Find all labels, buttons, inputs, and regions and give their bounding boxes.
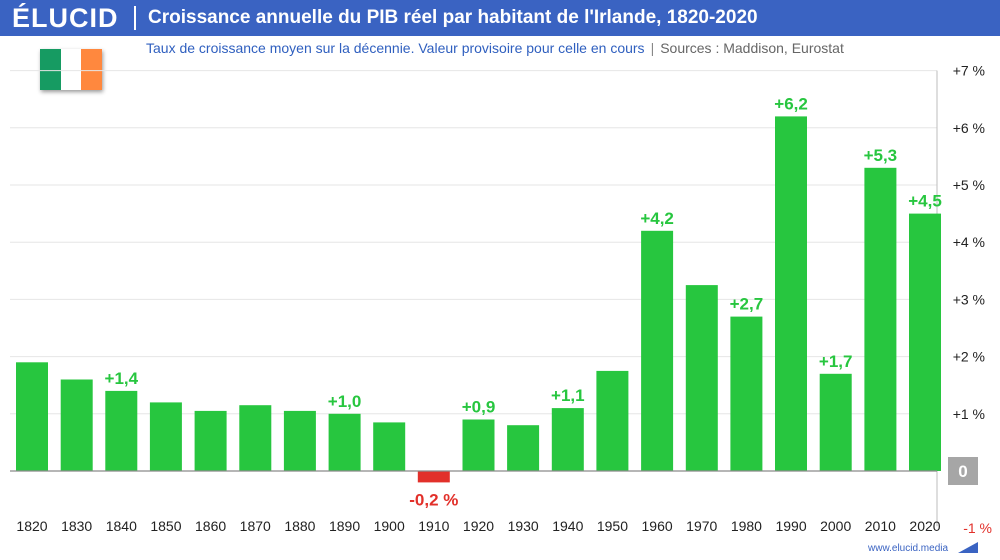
y-tick-label: +4 % xyxy=(953,234,985,250)
flag-stripe-orange xyxy=(81,49,103,90)
x-tick-label: 2020 xyxy=(909,518,940,534)
x-tick-label: 1980 xyxy=(731,518,762,534)
x-tick-label: 1970 xyxy=(686,518,717,534)
x-tick-label: 1870 xyxy=(240,518,271,534)
ireland-flag-icon xyxy=(40,49,103,90)
bar-1960 xyxy=(641,230,674,471)
data-label-1980: +2,7 xyxy=(730,295,764,314)
bar-1910 xyxy=(417,471,450,483)
chart-subtitle: Taux de croissance moyen sur la décennie… xyxy=(146,39,844,57)
x-tick-label: 1850 xyxy=(150,518,181,534)
bar-1940 xyxy=(551,408,584,471)
bar-1820 xyxy=(16,362,48,471)
x-tick-label: 1940 xyxy=(552,518,583,534)
bar-1840 xyxy=(105,390,138,471)
bar-1830 xyxy=(60,379,93,471)
x-tick-label: 1930 xyxy=(508,518,539,534)
x-tick-label: 1840 xyxy=(106,518,137,534)
chart-title: Croissance annuelle du PIB réel par habi… xyxy=(148,7,758,28)
bar-1880 xyxy=(283,410,316,471)
y-tick-label: -1 % xyxy=(963,520,992,536)
y-tick-label: +1 % xyxy=(953,406,985,422)
bar-1850 xyxy=(149,402,182,471)
elucid-logo[interactable]: ÉLUCID xyxy=(12,3,119,33)
y-tick-label: 0 xyxy=(958,462,967,481)
x-tick-label: 1820 xyxy=(16,518,47,534)
y-tick-label: +2 % xyxy=(953,349,985,365)
bar-1950 xyxy=(596,370,629,471)
header-bar: ÉLUCID Croissance annuelle du PIB réel p… xyxy=(0,0,1000,36)
x-tick-label: 2000 xyxy=(820,518,851,534)
data-label-2020: +4,5 xyxy=(908,192,942,211)
bar-1860 xyxy=(194,410,227,471)
subtitle-text: Taux de croissance moyen sur la décennie… xyxy=(146,40,645,56)
data-label-1890: +1,0 xyxy=(328,392,362,411)
footer-url[interactable]: www.elucid.media xyxy=(868,543,949,554)
bar-1890 xyxy=(328,413,361,471)
bar-1920 xyxy=(462,419,495,471)
data-label-1960: +4,2 xyxy=(640,209,674,228)
bar-2020 xyxy=(909,213,941,471)
x-tick-label: 1900 xyxy=(374,518,405,534)
y-tick-label: +6 % xyxy=(953,120,985,136)
elucid-mark-icon xyxy=(958,542,978,553)
x-tick-label: 1910 xyxy=(418,518,449,534)
y-tick-label: +7 % xyxy=(953,63,985,79)
x-tick-label: 1950 xyxy=(597,518,628,534)
y-tick-label: +5 % xyxy=(953,177,985,193)
data-label-2010: +5,3 xyxy=(864,146,898,165)
bar-1980 xyxy=(730,316,763,471)
data-label-1840: +1,4 xyxy=(105,369,139,388)
sources-text: Sources : Maddison, Eurostat xyxy=(660,40,844,56)
flag-stripe-white xyxy=(60,49,82,90)
bar-1900 xyxy=(373,422,406,471)
bar-1870 xyxy=(239,405,272,471)
subtitle-separator: | xyxy=(650,40,655,56)
x-tick-label: 2010 xyxy=(865,518,896,534)
data-label-1910: -0,2 % xyxy=(409,490,458,509)
data-label-1940: +1,1 xyxy=(551,386,585,405)
x-tick-label: 1880 xyxy=(284,518,315,534)
x-tick-label: 1860 xyxy=(195,518,226,534)
y-tick-label: +3 % xyxy=(953,291,985,307)
bar-1970 xyxy=(685,285,718,471)
bar-2000 xyxy=(819,373,852,471)
data-label-2000: +1,7 xyxy=(819,352,853,371)
x-tick-label: 1920 xyxy=(463,518,494,534)
data-label-1990: +6,2 xyxy=(774,94,808,113)
x-tick-label: 1990 xyxy=(775,518,806,534)
zero-marker-box xyxy=(948,457,978,485)
bar-2010 xyxy=(864,167,897,472)
bar-1930 xyxy=(507,425,540,471)
data-label-1920: +0,9 xyxy=(462,398,496,417)
flag-stripe-green xyxy=(40,49,61,90)
header-divider xyxy=(134,6,136,30)
bar-1990 xyxy=(775,116,807,472)
x-tick-label: 1960 xyxy=(642,518,673,534)
x-tick-label: 1890 xyxy=(329,518,360,534)
x-tick-label: 1830 xyxy=(61,518,92,534)
